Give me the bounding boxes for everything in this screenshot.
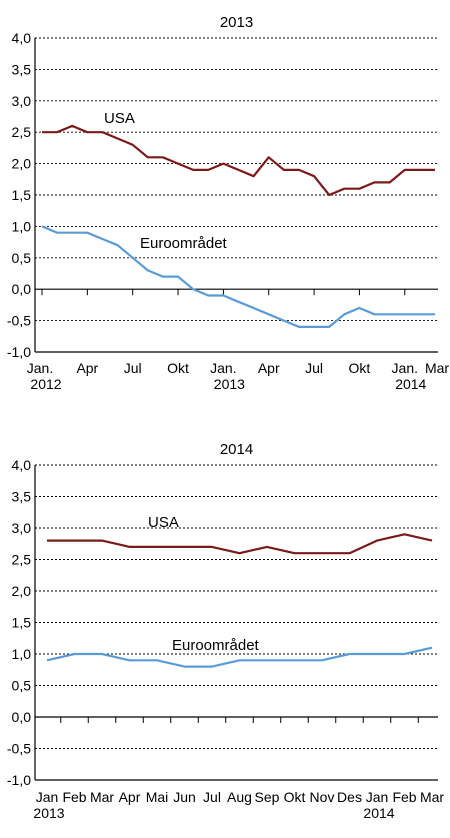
y-tick-label: 4,0 [12, 457, 32, 473]
y-tick-label: 3,0 [12, 520, 32, 536]
series-line-euroomradet [41, 225, 435, 328]
y-tick-label: 0,5 [12, 678, 32, 694]
x-tick-label: Aug [227, 789, 252, 805]
x-tick-label: Jun [173, 789, 196, 805]
chart-title: 2014 [220, 441, 253, 458]
x-tick-year-label: 2014 [363, 805, 394, 821]
series-label: Euroområdet [172, 637, 260, 654]
x-tick-year-label: 2013 [214, 376, 245, 392]
chart-2013: 20134,03,53,02,52,01,51,00,50,0-0,5-1,0J… [7, 14, 450, 392]
y-tick-label: 1,0 [12, 646, 32, 662]
x-tick-year-label: 2012 [30, 376, 61, 392]
y-tick-label: 1,0 [12, 218, 32, 234]
x-tick-label: Mar [90, 789, 114, 805]
y-tick-label: 0,0 [12, 709, 32, 725]
x-tick-label: Apr [258, 360, 280, 376]
y-tick-label: 3,0 [12, 93, 32, 109]
y-tick-label: -0,5 [7, 741, 31, 757]
series-label: USA [148, 514, 179, 531]
y-tick-label: -1,0 [7, 772, 31, 788]
x-tick-label: Mar [425, 360, 449, 376]
y-tick-label: 2,0 [12, 156, 32, 172]
x-tick-label: Jan [36, 789, 59, 805]
y-tick-label: -0,5 [7, 313, 31, 329]
x-tick-label: Nov [310, 789, 335, 805]
y-tick-label: 4,0 [12, 30, 32, 46]
chart-title: 2013 [220, 14, 253, 31]
x-tick-label: Apr [76, 360, 98, 376]
series-line-usa [47, 533, 433, 555]
x-tick-label: Okt [349, 360, 371, 376]
y-tick-label: 1,5 [12, 615, 32, 631]
x-tick-year-label: 2014 [395, 376, 426, 392]
y-tick-label: 2,5 [12, 124, 32, 140]
x-tick-label: Jul [124, 360, 142, 376]
x-tick-label: Feb [392, 789, 416, 805]
y-tick-label: 2,0 [12, 583, 32, 599]
series-line-euroomradet [46, 646, 433, 668]
x-tick-label: Mar [420, 789, 444, 805]
y-tick-label: 0,0 [12, 281, 32, 297]
x-tick-label: Jan [366, 789, 389, 805]
x-tick-label: Sep [255, 789, 280, 805]
y-tick-label: 2,5 [12, 552, 32, 568]
x-tick-label: Jul [305, 360, 323, 376]
x-tick-label: Jan. [27, 360, 53, 376]
x-tick-label: Okt [284, 789, 306, 805]
y-tick-label: 3,5 [12, 61, 32, 77]
chart-2014: 2014 4,0 3,5 3,0 2,5 2,0 1,5 1,0 0,5 0,0 -0,5 -1,0 J… [7, 441, 445, 821]
x-tick-year-label: 2013 [33, 805, 64, 821]
x-tick-label: Okt [167, 360, 189, 376]
y-tick-label: 3,5 [12, 489, 32, 505]
x-tick-label: Jan. [392, 360, 418, 376]
series-label: Euroområdet [140, 235, 228, 252]
x-tick-label: Jul [203, 789, 221, 805]
x-tick-label: Jan. [210, 360, 236, 376]
y-tick-label: 1,5 [12, 187, 32, 203]
y-tick-label: -1,0 [7, 344, 31, 360]
x-tick-label: Apr [119, 789, 141, 805]
x-tick-label: Feb [62, 789, 86, 805]
series-line-usa [42, 124, 435, 197]
x-tick-label: Des [337, 789, 362, 805]
x-tick-label: Mai [146, 789, 169, 805]
y-tick-label: 0,5 [12, 250, 32, 266]
series-label: USA [104, 110, 135, 127]
